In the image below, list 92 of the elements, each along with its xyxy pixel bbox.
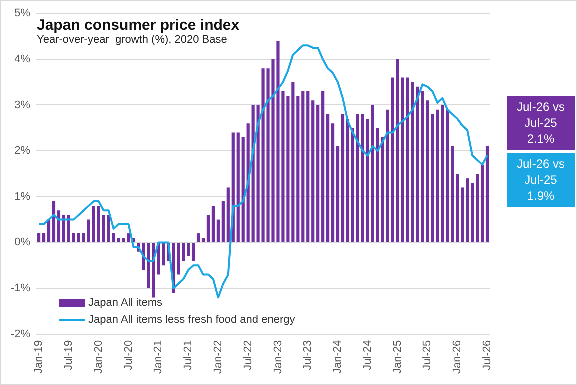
bar	[38, 234, 41, 242]
x-tick-label: Jan-21	[152, 340, 165, 374]
bar	[480, 164, 484, 242]
bar	[177, 243, 180, 275]
bar	[212, 206, 215, 242]
bar	[376, 128, 380, 242]
x-tick-label: Jul-25	[422, 340, 434, 370]
bar	[92, 206, 96, 242]
bar	[206, 215, 210, 242]
bar	[147, 243, 150, 289]
y-tick-label: 5%	[14, 8, 31, 20]
bar	[361, 114, 364, 242]
bar	[162, 243, 166, 266]
bar	[306, 92, 310, 242]
bar	[446, 110, 450, 242]
bar	[62, 215, 66, 242]
bar	[346, 118, 350, 242]
y-tick-label: 3%	[14, 99, 31, 112]
bar	[366, 118, 370, 242]
bar	[42, 234, 46, 242]
y-tick-label: 2%	[14, 145, 31, 158]
bar	[77, 234, 80, 242]
x-tick-label: Jul-21	[182, 340, 195, 370]
x-tick-label: Jul-20	[122, 340, 135, 370]
bar	[82, 234, 86, 242]
bar	[391, 78, 394, 242]
bar	[296, 96, 300, 242]
bar	[302, 92, 305, 242]
x-tick-label: Jul-26	[482, 340, 494, 370]
bar	[396, 59, 400, 242]
y-tick-label: -1%	[11, 282, 31, 295]
bar	[226, 188, 230, 242]
bar	[107, 215, 110, 242]
bar	[471, 183, 474, 242]
bar	[331, 124, 335, 242]
x-tick-label: Jan-24	[332, 340, 344, 374]
bar	[52, 201, 56, 242]
x-tick-label: Jan-23	[272, 340, 284, 374]
bar	[202, 238, 206, 242]
x-tick-label: Jul-24	[362, 340, 374, 370]
bar	[72, 234, 76, 242]
bar	[47, 220, 51, 242]
bar	[356, 114, 360, 242]
bar	[67, 215, 70, 242]
text: Year-over-year growth (%), 2020 Base	[37, 34, 228, 46]
bar	[312, 100, 315, 242]
x-tick-label: Jan-26	[452, 340, 464, 374]
bar	[192, 243, 196, 262]
bar	[182, 243, 186, 262]
legend-label: Japan All items	[88, 296, 163, 309]
bar	[386, 110, 390, 242]
x-tick-label: Jan-20	[92, 340, 105, 374]
x-tick-label: Jan-25	[392, 340, 404, 374]
chart-title: Japan consumer price index	[37, 17, 240, 34]
x-tick-label: Jul-23	[302, 340, 314, 370]
y-tick-label: 0%	[14, 236, 31, 249]
bar	[316, 105, 320, 242]
bar	[196, 234, 200, 242]
bar	[326, 114, 330, 242]
bar	[451, 146, 454, 242]
bar	[456, 174, 460, 242]
bar	[461, 188, 464, 242]
bar	[336, 146, 340, 242]
legend-label: Japan All items less fresh food and energy	[88, 314, 296, 326]
bar	[102, 215, 106, 242]
bar	[87, 220, 90, 242]
x-tick-label: Jul-19	[62, 340, 75, 370]
y-tick-label: 1%	[14, 190, 31, 203]
bar	[186, 243, 190, 256]
bar	[441, 105, 444, 242]
y-tick-label: -2%	[11, 328, 31, 340]
bar	[351, 128, 355, 242]
bar	[486, 146, 490, 242]
bar	[371, 105, 374, 242]
x-tick-label: Jan-19	[33, 340, 46, 374]
bar	[466, 178, 470, 242]
bar	[476, 174, 480, 242]
bar	[341, 114, 345, 242]
bar	[216, 220, 220, 242]
bar	[242, 137, 245, 242]
x-tick-label: Jul-22	[242, 340, 254, 370]
bar	[292, 82, 295, 242]
text: Jul-26 vs Jul-25 2.1%	[507, 96, 575, 150]
y-tick-label: 4%	[14, 53, 31, 66]
bar	[436, 110, 440, 242]
text: Jul-26 vs Jul-25 1.9%	[507, 153, 575, 207]
bar	[222, 201, 225, 242]
bar	[381, 137, 384, 242]
bar	[322, 92, 325, 242]
bar	[236, 132, 240, 242]
bar	[97, 206, 100, 242]
x-tick-label: Jan-22	[212, 340, 224, 374]
